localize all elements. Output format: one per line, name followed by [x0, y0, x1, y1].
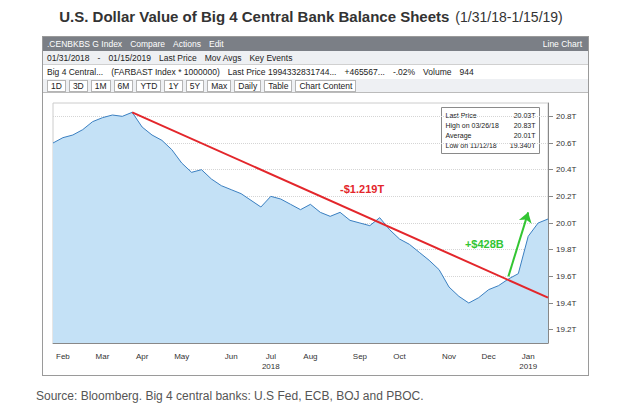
svg-text:20.2T: 20.2T	[556, 192, 577, 201]
svg-text:20.6T: 20.6T	[556, 139, 577, 148]
html-text:5Y: 5Y	[189, 80, 201, 91]
html-text:(FARBAST Index * 1000000): (FARBAST Index * 1000000)	[111, 67, 220, 77]
svg-text:19.6T: 19.6T	[556, 272, 577, 281]
svg-text:2019: 2019	[519, 362, 537, 371]
svg-text:Apr: Apr	[136, 352, 149, 361]
svg-text:Feb: Feb	[56, 352, 70, 361]
html-text:6M: 6M	[117, 80, 130, 91]
svg-text:20.4T: 20.4T	[556, 165, 577, 174]
html-text:Key Events: Key Events	[249, 52, 293, 63]
html-text:1D: 1D	[51, 80, 62, 91]
html-text:01/31/2018: 01/31/2018	[47, 52, 90, 63]
html-text:1M: 1M	[94, 80, 107, 91]
svg-text:2018: 2018	[262, 362, 280, 371]
svg-text:Low on 11/12/18: Low on 11/12/18	[446, 142, 497, 149]
html-text:Volume: Volume	[423, 67, 452, 77]
svg-text:19.2T: 19.2T	[556, 325, 577, 334]
svg-text:Mar: Mar	[96, 352, 110, 361]
svg-text:High on 03/26/18: High on 03/26/18	[446, 122, 499, 130]
html-text:YTD: YTD	[140, 80, 158, 91]
svg-text:20.03T: 20.03T	[514, 112, 537, 119]
svg-text:Oct: Oct	[393, 352, 406, 361]
svg-text:Last Price: Last Price	[446, 112, 477, 119]
svg-text:Aug: Aug	[303, 352, 317, 361]
svg-text:19.340T: 19.340T	[510, 142, 536, 149]
svg-text:Jan: Jan	[522, 352, 535, 361]
html-text:Last Price 1994332831744...: Last Price 1994332831744...	[227, 67, 337, 77]
html-text:Line Chart: Line Chart	[542, 39, 582, 49]
svg-text:Dec: Dec	[481, 352, 495, 361]
svg-text:Sep: Sep	[353, 352, 368, 361]
html-text:U.S. Dollar Value of Big 4 Cen: U.S. Dollar Value of Big 4 Central Bank …	[59, 8, 563, 25]
svg-text:May: May	[174, 352, 189, 361]
svg-text:Average: Average	[446, 132, 472, 140]
svg-text:20.01T: 20.01T	[514, 132, 537, 139]
svg-text:Nov: Nov	[442, 352, 456, 361]
html-text:+465567...: +465567...	[344, 67, 385, 77]
html-text:3D: 3D	[72, 80, 84, 91]
html-text:Chart Content: Chart Content	[299, 80, 353, 91]
html-text:Big 4 Central...: Big 4 Central...	[47, 67, 104, 77]
html-text:Source: Bloomberg. Big 4 centr: Source: Bloomberg. Big 4 central banks: …	[36, 389, 424, 403]
svg-text:Jun: Jun	[225, 352, 238, 361]
html-text:Edit: Edit	[209, 39, 224, 49]
html-text:.CENBKBS G Index: .CENBKBS G Index	[47, 39, 123, 49]
html-text:Last Price: Last Price	[158, 52, 197, 63]
html-text:Compare: Compare	[130, 39, 166, 49]
svg-text:20.83T: 20.83T	[514, 122, 537, 129]
html-text:Daily: Daily	[238, 80, 258, 91]
svg-text:20.0T: 20.0T	[556, 219, 577, 228]
html-text:01/15/2019: 01/15/2019	[108, 52, 151, 63]
html-text:Max: Max	[211, 80, 228, 91]
html-text:Mov Avgs: Mov Avgs	[204, 52, 242, 63]
html-text:-.02%: -.02%	[392, 67, 416, 77]
html-text:Actions: Actions	[173, 39, 201, 49]
svg-text:+$428B: +$428B	[465, 238, 504, 250]
html-text:1Y: 1Y	[168, 80, 179, 91]
html-text:944: 944	[459, 67, 474, 77]
svg-text:-$1.219T: -$1.219T	[340, 183, 384, 195]
svg-text:19.8T: 19.8T	[556, 245, 577, 254]
svg-text:19.4T: 19.4T	[556, 299, 577, 308]
svg-text:Jul: Jul	[266, 352, 276, 361]
html-text:Table: Table	[268, 80, 289, 91]
svg-text:20.8T: 20.8T	[556, 112, 577, 121]
